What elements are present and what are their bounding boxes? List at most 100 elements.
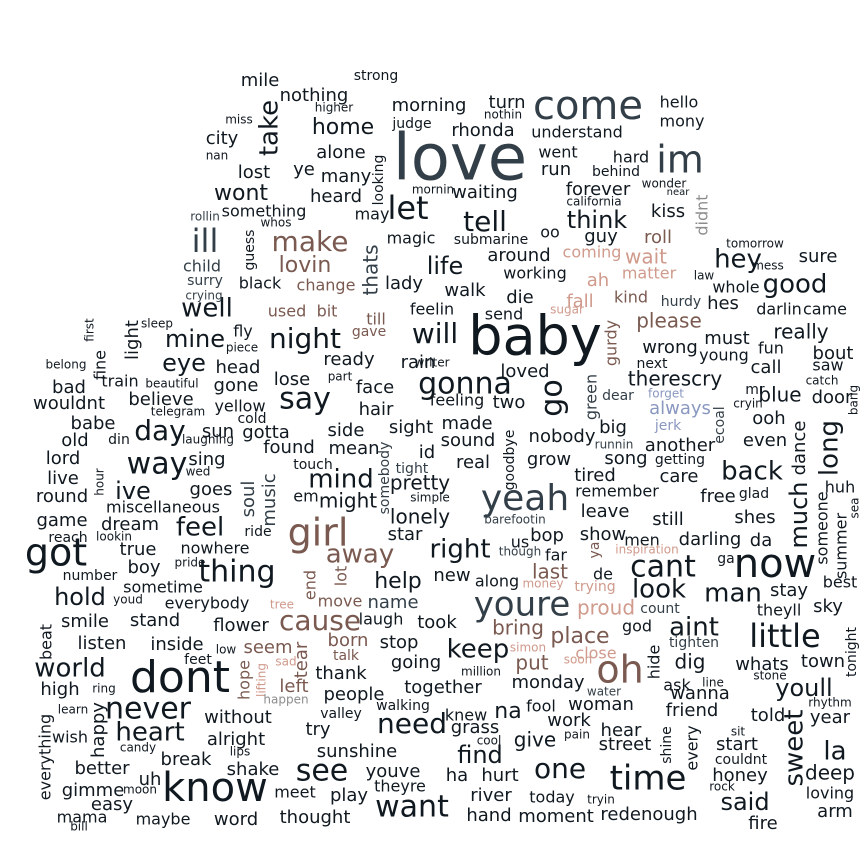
word-came: came [803, 300, 847, 319]
word-water: water [587, 685, 621, 699]
word-monday: monday [511, 672, 584, 693]
word-submarine: submarine [454, 232, 528, 248]
word-guess: guess [242, 230, 258, 271]
word-free: free [700, 486, 736, 507]
word-rock: rock [709, 780, 735, 794]
word-glad: glad [739, 486, 769, 502]
word-proud: proud [577, 596, 635, 620]
word-tight: tight [396, 461, 429, 477]
word-street: street [599, 734, 652, 755]
word-part: part [328, 370, 353, 384]
word-simon: simon [510, 641, 546, 655]
word-lord: lord [46, 448, 81, 469]
word-wrong: wrong [642, 337, 698, 358]
word-happen: happen [263, 693, 308, 707]
word-heart: heart [115, 718, 184, 748]
word-judge: judge [391, 116, 431, 132]
word-candy: candy [120, 741, 156, 755]
word-now: now [734, 541, 817, 587]
word-sweet: sweet [780, 710, 810, 787]
word-tonight: tonight [844, 626, 860, 677]
word-roll: roll [644, 227, 672, 248]
word-tryin: tryin [587, 793, 615, 807]
word-gone: gone [214, 375, 259, 396]
word-help: help [374, 569, 422, 594]
word-hide: hide [645, 645, 664, 680]
word-number: number [63, 568, 118, 584]
word-shine: shine [659, 726, 675, 764]
word-play: play [330, 785, 368, 806]
word-low: low [216, 643, 237, 657]
word-touch: touch [293, 457, 333, 473]
word-lost: lost [238, 162, 270, 183]
word-sit: sit [731, 725, 746, 739]
word-take: take [255, 100, 285, 156]
word-pride: pride [175, 556, 206, 570]
word-happy: happy [88, 702, 109, 758]
word-lifting: lifting [255, 663, 269, 697]
word-sad: sad [275, 655, 296, 669]
word-wait: wait [625, 245, 667, 269]
word-ah: ah [587, 270, 609, 291]
word-whos: whos [260, 216, 291, 230]
word-world: world [34, 654, 106, 684]
word-dont: dont [130, 652, 230, 703]
word-tighten: tighten [669, 635, 719, 651]
word-barefootin: barefootin [484, 513, 546, 527]
word-wonder: wonder [642, 177, 687, 191]
word-ecoal: ecoal [712, 406, 728, 443]
word-gotta: gotta [242, 422, 290, 443]
word-hand: hand [466, 805, 511, 826]
word-nobody: nobody [529, 426, 596, 447]
word-mess: mess [752, 259, 784, 273]
word-away: away [326, 540, 395, 570]
word-put: put [515, 651, 548, 675]
word-little: little [749, 617, 820, 655]
word-close: close [575, 644, 616, 663]
word-need: need [377, 707, 447, 740]
word-reach: reach [48, 530, 87, 546]
word-moment: moment [518, 806, 594, 827]
word-feet: feet [184, 652, 212, 668]
word-lips: lips [230, 745, 251, 759]
word-friend: friend [666, 700, 719, 721]
word-ooh: ooh [752, 408, 785, 429]
word-mr: mr [745, 382, 765, 398]
word-feelin: feelin [410, 300, 454, 319]
word-laugh: laugh [359, 610, 404, 629]
word-arm: arm [817, 801, 853, 822]
word-em: em [293, 487, 318, 506]
word-please: please [636, 309, 702, 333]
word-easy: easy [91, 794, 133, 815]
word-go: go [535, 379, 570, 416]
word-im: im [656, 138, 704, 182]
word-come: come [533, 83, 643, 129]
word-rhonda: rhonda [451, 120, 514, 141]
word-hes: hes [707, 293, 739, 314]
word-try: try [305, 719, 330, 740]
word-move: move [318, 592, 363, 611]
word-used: used [268, 302, 306, 321]
word-inside: inside [150, 634, 203, 655]
word-dear: dear [602, 388, 634, 404]
word-everybody: everybody [165, 594, 250, 613]
word-ask: ask [663, 676, 691, 695]
word-theyll: theyll [757, 601, 802, 620]
word-thought: thought [280, 807, 351, 828]
word-never: never [105, 692, 192, 727]
word-night: night [269, 322, 341, 355]
word-million: million [461, 665, 501, 679]
word-youll: youll [775, 674, 832, 702]
word-told: told [751, 705, 786, 726]
word-last: last [532, 560, 568, 584]
word-sound: sound [441, 430, 496, 451]
word-coming: coming [563, 243, 622, 262]
word-tired: tired [574, 465, 616, 486]
word-working: working [503, 264, 566, 283]
word-miss: miss [225, 113, 253, 127]
word-rhythm: rhythm [808, 696, 851, 710]
word-darling: darling [679, 529, 742, 550]
word-group: lovebabydontknowcomenowimyeahgirlyoureoh… [25, 68, 862, 834]
word-talk: talk [333, 648, 360, 664]
